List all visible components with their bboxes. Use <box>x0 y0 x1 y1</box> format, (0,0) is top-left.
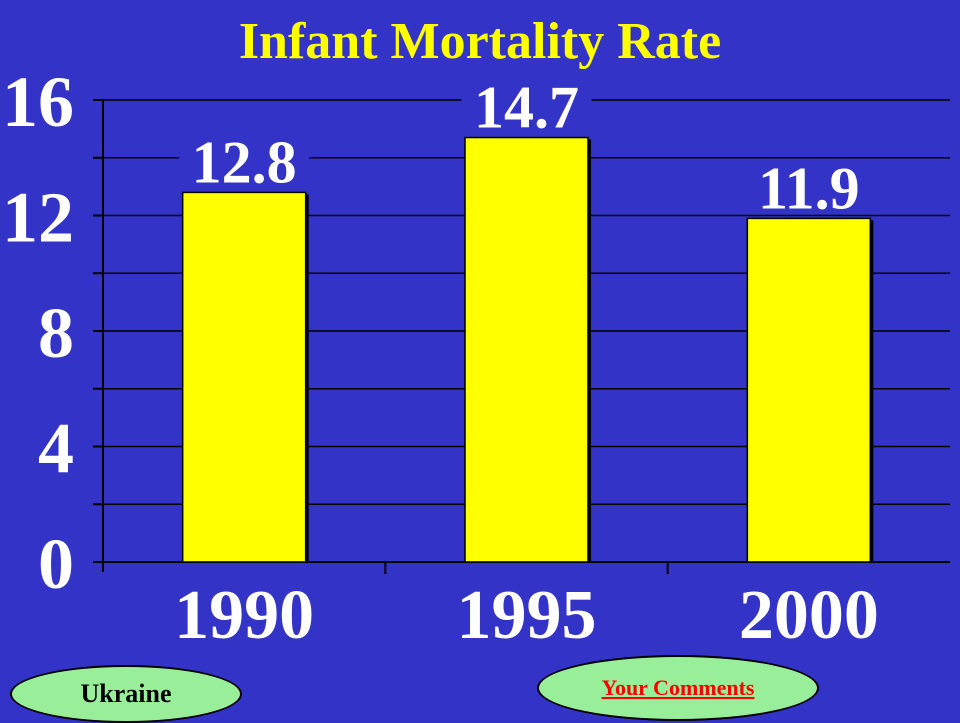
ukraine-button[interactable]: Ukraine <box>10 665 242 723</box>
chart-title: Infant Mortality Rate <box>238 13 722 70</box>
y-tick-label: 8 <box>38 293 74 373</box>
x-tick-label: 1990 <box>174 577 314 654</box>
data-label: 12.8 <box>192 129 297 195</box>
bar <box>181 191 307 563</box>
data-label: 11.9 <box>758 155 860 221</box>
data-label-background <box>743 160 874 213</box>
data-label-background <box>179 134 310 187</box>
your-comments-link[interactable]: Your Comments <box>537 655 819 721</box>
data-label-background <box>461 79 592 132</box>
bar <box>464 136 589 563</box>
x-tick-label: 2000 <box>739 577 879 654</box>
bar <box>746 217 872 563</box>
y-tick-label: 4 <box>38 409 74 489</box>
y-tick-label: 0 <box>38 524 74 604</box>
y-tick-label: 16 <box>2 62 74 142</box>
bar-chart: 0 4 8 12 16 12.8 1990 14.7 1995 11.9 2000 <box>2 62 950 654</box>
y-tick-label: 12 <box>2 178 74 258</box>
x-tick-label: 1995 <box>457 577 597 654</box>
data-label: 14.7 <box>474 75 579 141</box>
